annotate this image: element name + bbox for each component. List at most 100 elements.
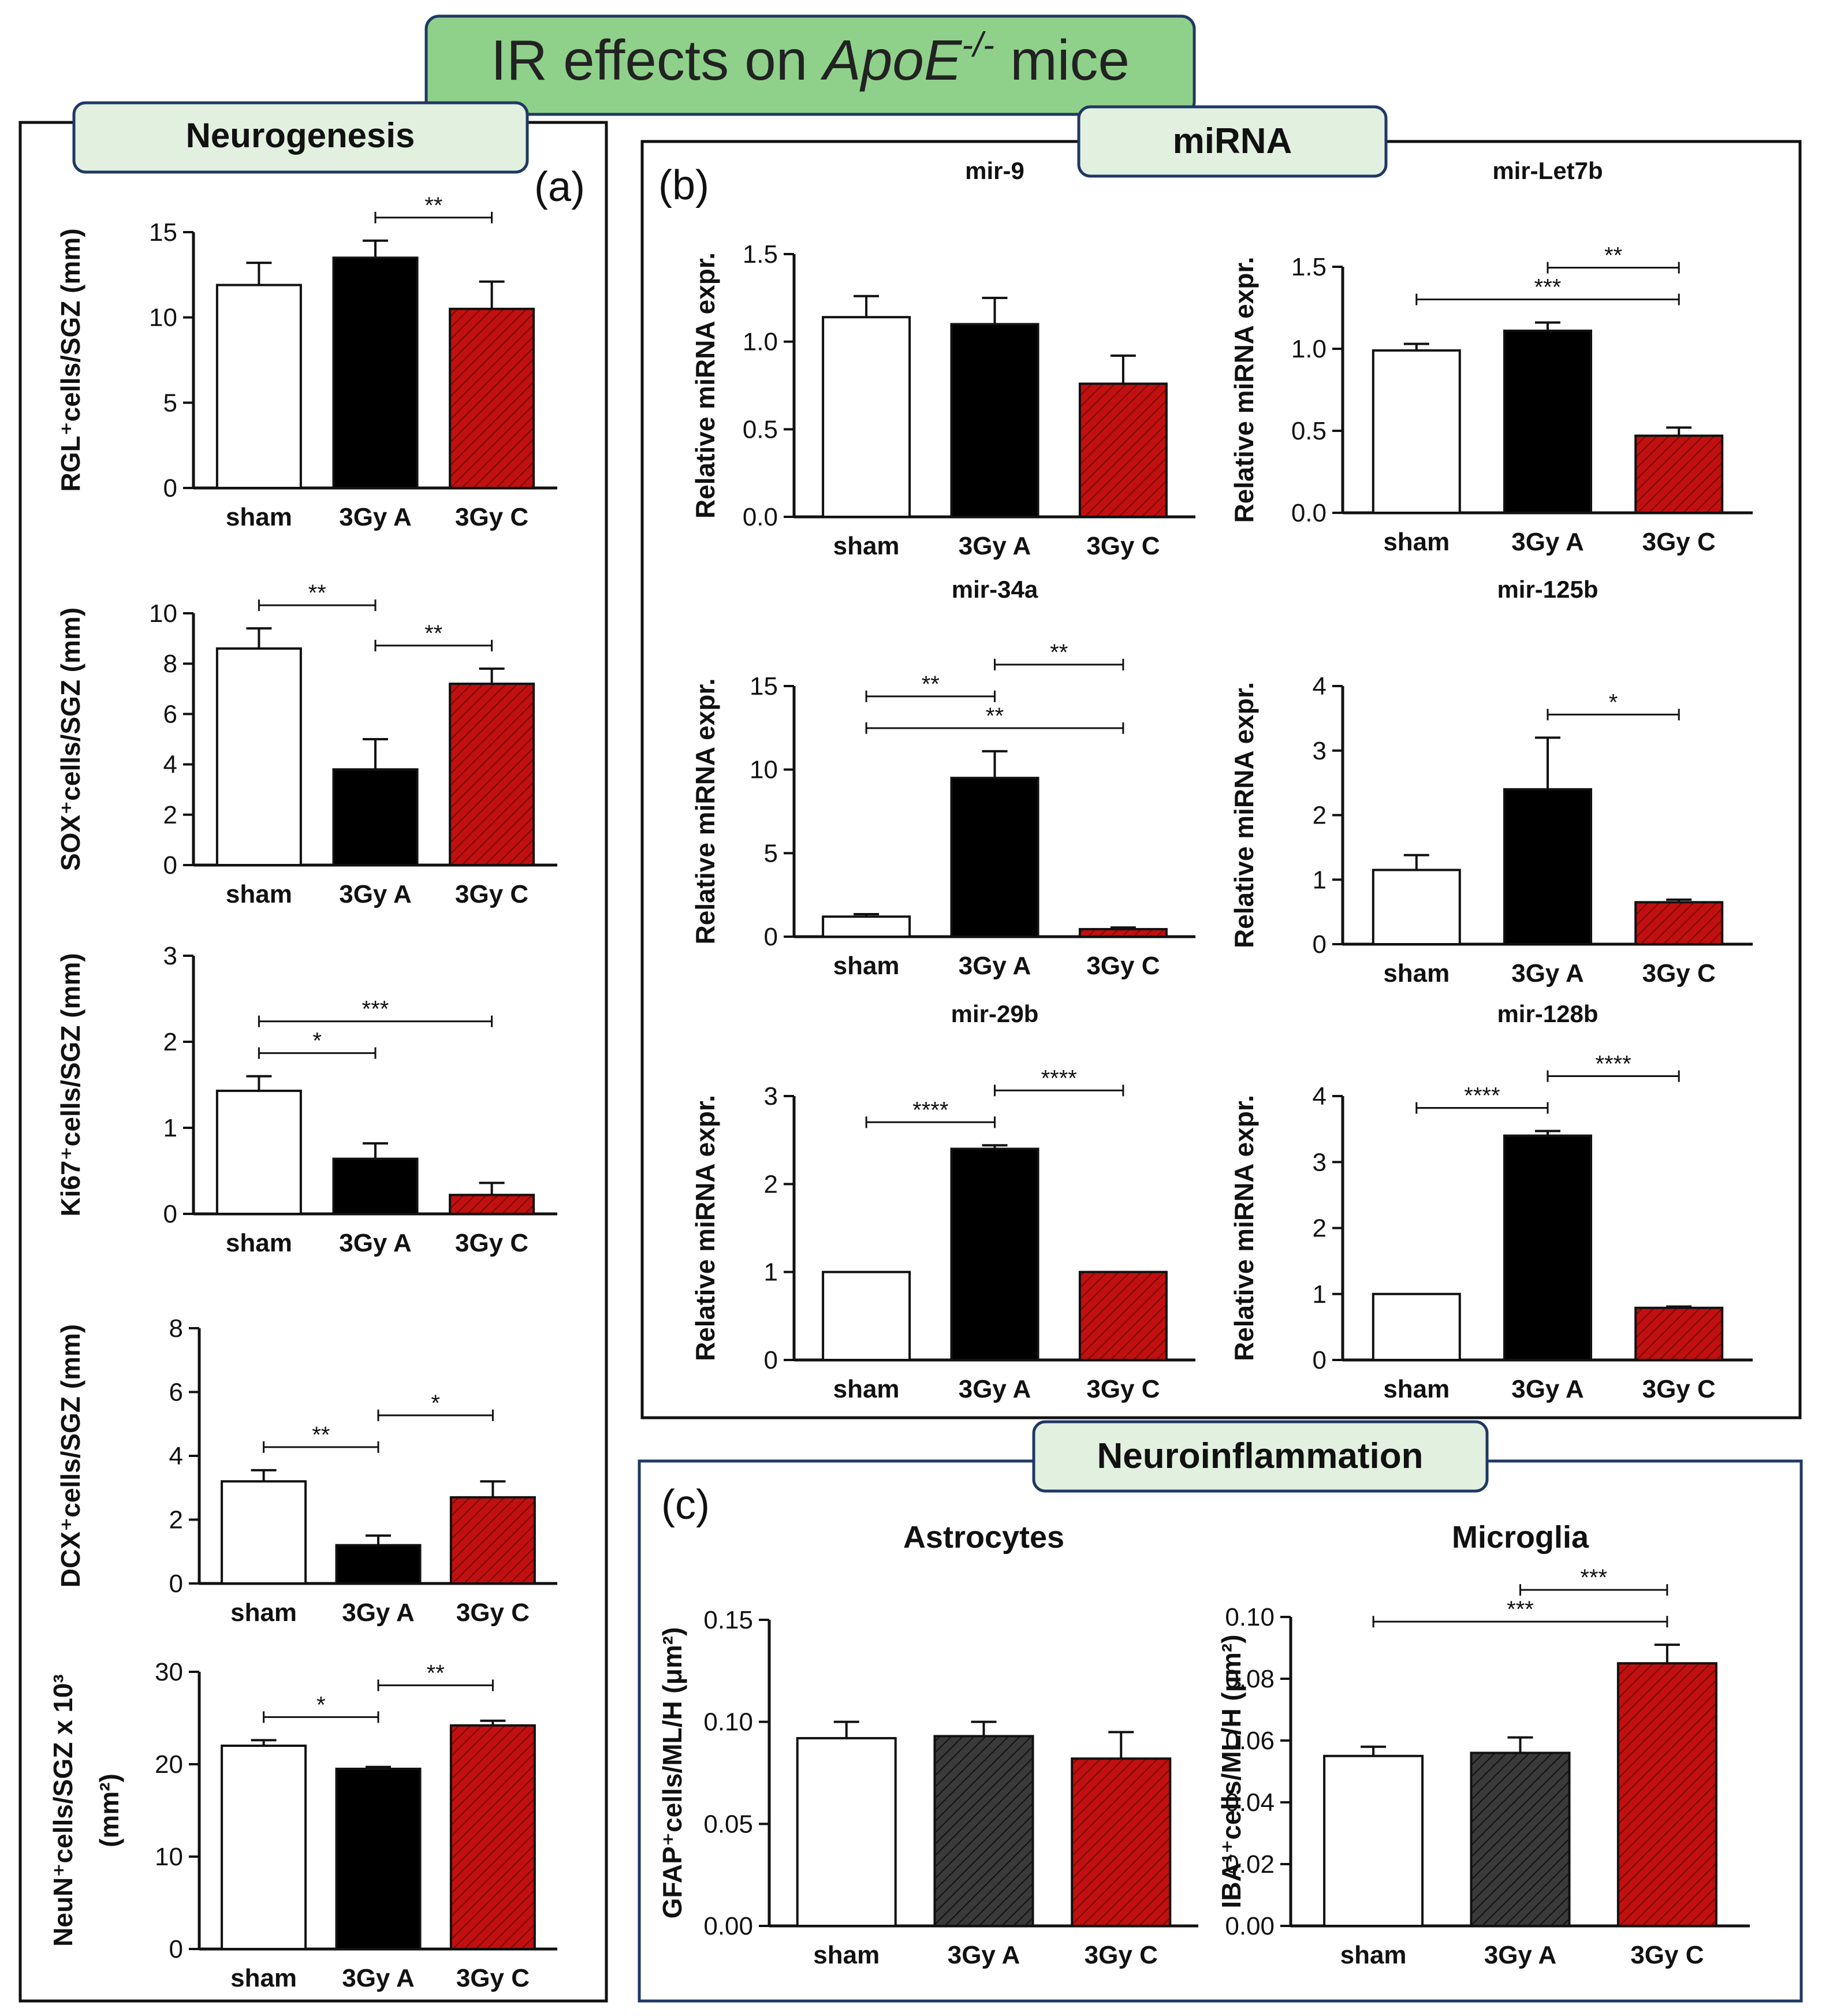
y-tick-label: 8: [169, 1314, 183, 1343]
bar-sham: [1372, 1292, 1461, 1361]
x-tick-label: sham: [226, 1229, 292, 1257]
y-tick-label: 10: [750, 756, 778, 784]
y-tick-label: 0: [163, 851, 177, 880]
sig-label: ***: [362, 997, 389, 1022]
y-tick-label: 1.5: [743, 240, 778, 269]
y-axis-label: Relative miRNA expr.: [690, 252, 720, 519]
x-tick-label: 3Gy A: [1511, 1375, 1584, 1403]
bar-3gy-a: [332, 768, 419, 866]
bar-3gy-c: [1634, 901, 1724, 946]
bar-sham: [822, 316, 911, 518]
y-axis-label: Ki67⁺cells/SGZ (mm): [55, 953, 85, 1216]
y-axis-label-2: (mm²): [94, 1773, 124, 1847]
y-tick-label: 10: [149, 599, 177, 628]
x-tick-label: 3Gy A: [342, 1598, 415, 1627]
y-tick-label: 0: [764, 923, 778, 951]
x-tick-label: 3Gy C: [1086, 532, 1160, 560]
y-axis-label: Relative miRNA expr.: [1229, 256, 1259, 523]
bar-sham: [822, 1270, 911, 1362]
chart-title: mir-9: [965, 157, 1024, 184]
y-tick-label: 3: [163, 942, 177, 970]
y-axis-label: Relative miRNA expr.: [690, 1095, 720, 1361]
panel-letter-a: (a): [534, 164, 585, 210]
x-tick-label: sham: [1383, 528, 1450, 556]
bar-3gy-a: [1470, 1752, 1571, 1927]
x-tick-label: 3Gy A: [959, 952, 1031, 980]
y-axis-label: GFAP⁺cells/ML/H (μm²): [657, 1627, 687, 1919]
y-axis-label: DCX⁺cells/SGZ (mm): [55, 1324, 85, 1588]
x-tick-label: 3Gy A: [948, 1941, 1020, 1969]
panel-letter-c: (c): [661, 1482, 710, 1528]
chart-title: Astrocytes: [903, 1520, 1064, 1555]
mirna-label: miRNA: [1173, 121, 1292, 161]
x-tick-label: sham: [1383, 959, 1450, 987]
y-tick-label: 4: [169, 1442, 183, 1470]
chart-title: mir-125b: [1497, 576, 1598, 603]
neurogenesis-label: Neurogenesis: [186, 116, 415, 155]
sig-label: *: [312, 1029, 322, 1054]
bar-sham: [215, 1089, 302, 1216]
y-tick-label: 0: [163, 1200, 177, 1228]
x-tick-label: sham: [833, 952, 900, 980]
bar-3gy-a: [950, 1147, 1039, 1362]
y-tick-label: 0.00: [703, 1912, 753, 1940]
sig-label: **: [427, 1660, 445, 1686]
y-tick-label: 0.02: [1225, 1850, 1275, 1879]
sig-label: *: [316, 1692, 326, 1717]
bar-3gy-c: [449, 307, 535, 490]
chart-mir125b: 0 1 2 3 4 sham 3Gy A 3Gy C * Relative miRNA expr.…: [1229, 576, 1753, 987]
sig-label: *: [1609, 690, 1618, 715]
bar-3gy-c: [449, 1724, 536, 1951]
sig-label: ****: [1595, 1052, 1631, 1077]
bar-sham: [221, 1480, 307, 1585]
x-tick-label: 3Gy A: [339, 1229, 412, 1257]
x-tick-label: 3Gy C: [1630, 1941, 1704, 1969]
sig-label: ***: [1534, 275, 1562, 300]
x-tick-label: sham: [226, 503, 292, 531]
sig-label: **: [1050, 640, 1068, 665]
y-tick-label: 0: [1313, 1346, 1327, 1374]
bar-3gy-a: [1503, 788, 1592, 946]
y-tick-label: 4: [1313, 672, 1327, 700]
title-box: [424, 14, 1196, 116]
y-tick-label: 2: [764, 1170, 778, 1198]
sig-label: **: [424, 193, 442, 218]
x-tick-label: 3Gy C: [1086, 952, 1160, 980]
neurogenesis-label-box: [72, 101, 529, 174]
bar-sham: [1372, 869, 1461, 946]
bar-sham: [215, 284, 302, 489]
panel-b-frame: [640, 140, 1802, 1419]
sig-label: ****: [1464, 1083, 1500, 1109]
bar-3gy-c: [449, 1496, 536, 1585]
y-axis-label: SOX⁺cells/SGZ (mm): [55, 608, 85, 871]
x-tick-label: sham: [230, 1964, 297, 1992]
x-tick-label: sham: [833, 1375, 900, 1403]
chart-mir29b: 0 1 2 3 sham 3Gy A 3Gy C **** **** Relative miRNA…: [690, 1000, 1195, 1403]
bar-3gy-c: [449, 683, 535, 866]
y-tick-label: 3: [1313, 737, 1327, 765]
panel-letter-b: (b): [658, 162, 709, 208]
bar-sham: [1323, 1754, 1424, 1927]
title-suffix: mice: [994, 28, 1130, 92]
chart-title: Microglia: [1452, 1520, 1589, 1555]
y-axis-label: Relative miRNA expr.: [1229, 1095, 1259, 1361]
mirna-label-box: [1077, 105, 1388, 178]
x-tick-label: 3Gy A: [339, 880, 412, 908]
chart-title: mir-Let7b: [1492, 157, 1603, 184]
y-tick-label: 1: [163, 1114, 177, 1142]
bar-3gy-a: [950, 777, 1039, 938]
x-tick-label: sham: [226, 880, 292, 908]
x-tick-label: sham: [813, 1941, 880, 1969]
y-tick-label: 1.5: [1291, 253, 1327, 281]
y-tick-label: 0: [764, 1346, 778, 1374]
y-tick-label: 2: [163, 1028, 177, 1056]
x-tick-label: sham: [833, 532, 900, 560]
x-tick-label: 3Gy A: [339, 503, 412, 531]
y-tick-label: 6: [163, 700, 177, 728]
title-text: IR effects on ApoE-/- mice: [491, 25, 1130, 92]
